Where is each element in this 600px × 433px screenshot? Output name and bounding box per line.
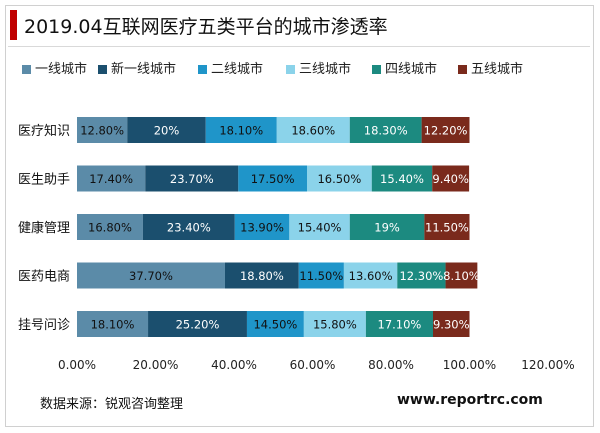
category-label-3: 医药电商: [18, 270, 70, 285]
legend-swatch-5: [458, 65, 467, 74]
bar-3-0: [77, 262, 225, 289]
bar-0-5: [421, 117, 470, 143]
legend-swatch-0: [22, 65, 31, 74]
bar-4-3: [303, 311, 366, 337]
bar-1-4: [371, 165, 433, 192]
legend-swatch-3: [286, 65, 295, 74]
bar-4-2: [246, 311, 304, 337]
legend-swatch-1: [98, 65, 107, 74]
x-tick-label-5: 100.00%: [443, 358, 496, 372]
data-label-0-4: 18.30%: [364, 124, 408, 138]
bar-2-5: [424, 214, 470, 240]
category-label-2: 健康管理: [18, 220, 70, 236]
bars: 12.80% 20% 18.10% 18.60% 18.30% 12.20% 17.40% 2…: [77, 117, 480, 337]
bar-2-4: [349, 214, 425, 240]
bar-3-2: [298, 262, 344, 289]
data-label-3-1: 18.80%: [240, 269, 284, 283]
bar-1-1: [145, 165, 239, 192]
category-label-4: 挂号问诊: [18, 318, 70, 333]
x-tick-label-6: 120.00%: [521, 358, 574, 372]
x-tick-label-1: 20.00%: [133, 358, 179, 372]
bar-3-3: [343, 262, 398, 289]
data-label-0-5: 12.20%: [424, 124, 468, 138]
x-tick-label-0: 0.00%: [58, 358, 96, 372]
bar-2-2: [234, 214, 290, 240]
legend-label-3: 三线城市: [299, 61, 351, 77]
legend-swatch-2: [198, 65, 207, 74]
legend-label-5: 五线城市: [471, 61, 523, 77]
bar-2-0: [77, 214, 143, 240]
data-label-1-0: 17.40%: [89, 172, 133, 186]
x-tick-label-4: 80.00%: [368, 358, 414, 372]
data-source-note: 数据来源：锐观咨询整理: [40, 397, 184, 412]
category-label-0: 医疗知识: [18, 123, 70, 139]
data-label-3-0: 37.70%: [129, 269, 173, 283]
title-accent-bar: [10, 10, 17, 40]
data-label-0-2: 18.10%: [219, 124, 263, 138]
data-label-4-5: 9.30%: [433, 318, 470, 332]
data-label-2-0: 16.80%: [88, 221, 132, 235]
legend-label-1: 新一线城市: [111, 61, 176, 77]
data-label-2-1: 23.40%: [167, 221, 211, 235]
data-label-4-0: 18.10%: [91, 318, 135, 332]
legend-label-0: 一线城市: [35, 61, 87, 77]
x-tick-label-3: 60.00%: [290, 358, 336, 372]
legend: 一线城市 新一线城市 二线城市 三线城市 四线城市 五线城市: [22, 61, 523, 77]
data-label-1-1: 23.70%: [170, 172, 214, 186]
bar-2-3: [289, 214, 350, 240]
bar-2-1: [142, 214, 235, 240]
data-label-2-4: 19%: [374, 221, 400, 235]
data-label-3-4: 12.30%: [399, 269, 443, 283]
bar-3-4: [397, 262, 446, 289]
legend-label-4: 四线城市: [385, 61, 437, 77]
bar-1-0: [77, 165, 146, 192]
data-label-0-3: 18.60%: [291, 124, 335, 138]
category-label-1: 医生助手: [18, 173, 70, 188]
data-label-3-2: 11.50%: [299, 269, 343, 283]
website-label: www.reportrc.com: [397, 392, 543, 408]
bar-4-5: [432, 311, 470, 337]
bar-4-4: [365, 311, 433, 337]
data-label-1-2: 17.50%: [251, 172, 295, 186]
data-label-1-3: 16.50%: [317, 172, 361, 186]
bar-1-3: [307, 165, 372, 192]
data-label-1-5: 9.40%: [432, 172, 469, 186]
legend-label-2: 二线城市: [211, 61, 263, 77]
title-divider: [8, 46, 590, 47]
data-label-3-3: 13.60%: [349, 269, 393, 283]
data-label-0-1: 20%: [154, 124, 180, 138]
data-label-1-4: 15.40%: [380, 172, 424, 186]
bar-4-1: [148, 311, 247, 337]
x-axis: 0.00% 20.00% 40.00% 60.00% 80.00% 100.00% 120.…: [58, 358, 575, 372]
data-label-2-3: 15.40%: [298, 221, 342, 235]
bar-0-3: [276, 117, 350, 143]
bar-0-1: [127, 117, 206, 143]
data-label-3-5: 8.10%: [443, 269, 480, 283]
bar-3-5: [445, 262, 478, 289]
legend-swatch-4: [372, 65, 381, 74]
chart-title: 2019.04互联网医疗五类平台的城市渗透率: [24, 16, 388, 38]
data-label-4-3: 15.80%: [313, 318, 357, 332]
data-label-2-2: 13.90%: [240, 221, 284, 235]
bar-3-1: [224, 262, 299, 289]
bar-0-4: [349, 117, 422, 143]
bar-1-5: [432, 165, 470, 192]
data-label-4-4: 17.10%: [378, 318, 422, 332]
data-label-2-5: 11.50%: [425, 221, 469, 235]
data-label-0-0: 12.80%: [80, 124, 124, 138]
bar-4-0: [77, 311, 149, 337]
data-label-4-2: 14.50%: [253, 318, 297, 332]
bar-0-2: [205, 117, 277, 143]
bar-0-0: [77, 117, 128, 143]
data-label-4-1: 25.20%: [176, 318, 220, 332]
x-tick-label-2: 40.00%: [211, 358, 257, 372]
bar-1-2: [238, 165, 308, 192]
